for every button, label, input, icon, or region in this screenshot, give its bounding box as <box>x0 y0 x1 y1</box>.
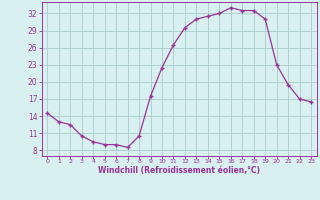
X-axis label: Windchill (Refroidissement éolien,°C): Windchill (Refroidissement éolien,°C) <box>98 166 260 175</box>
